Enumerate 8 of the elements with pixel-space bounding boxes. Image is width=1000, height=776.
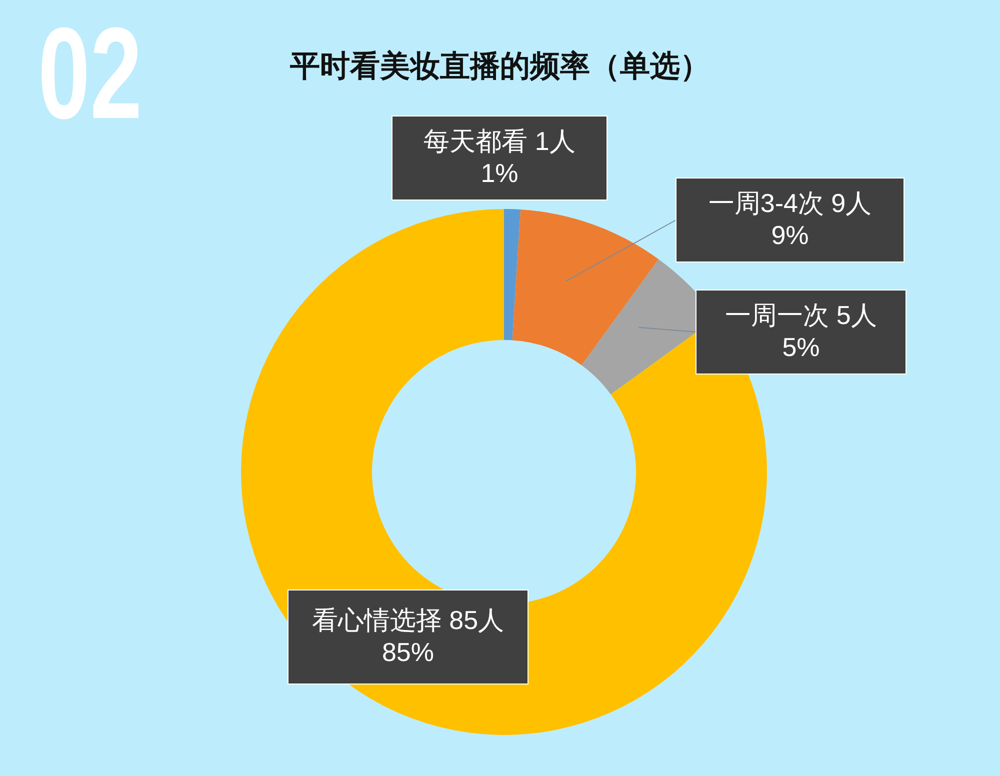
slice-label: 一周3-4次 9人 9% <box>708 188 872 250</box>
donut-slice <box>504 209 521 340</box>
donut-slice <box>512 210 659 366</box>
text: 02 <box>38 0 142 146</box>
slice-label: 看心情选择 85人 85% <box>312 605 504 667</box>
slice-label: 每天都看 1人 1% <box>424 126 576 188</box>
slice-label: 一周一次 5人 5% <box>725 300 877 362</box>
chart-title: 平时看美妆直播的频率（单选） <box>290 50 710 83</box>
